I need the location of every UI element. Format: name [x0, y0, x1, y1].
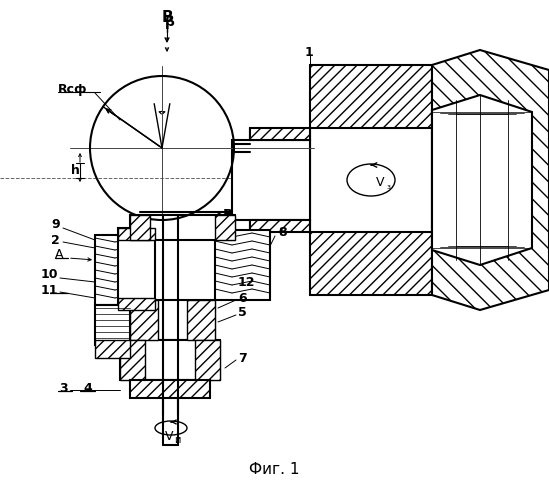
Polygon shape: [130, 215, 235, 240]
Polygon shape: [250, 128, 310, 140]
Text: V: V: [165, 430, 173, 444]
Bar: [187, 300, 215, 340]
Text: В: В: [161, 10, 173, 26]
Text: β: β: [165, 15, 175, 29]
Text: Фиг. 1: Фиг. 1: [249, 462, 299, 477]
Bar: [215, 215, 235, 240]
Bar: [130, 300, 158, 340]
Bar: [130, 215, 150, 240]
Text: 4: 4: [83, 382, 92, 394]
Text: 9: 9: [52, 218, 60, 232]
Text: и: и: [174, 435, 180, 445]
Text: 10: 10: [41, 268, 58, 281]
Bar: [195, 340, 220, 380]
Text: 12: 12: [238, 276, 255, 288]
Text: 1: 1: [305, 46, 313, 59]
Text: 5: 5: [238, 306, 247, 318]
Text: В: В: [223, 208, 233, 222]
Polygon shape: [215, 230, 270, 300]
Polygon shape: [232, 140, 310, 220]
Polygon shape: [130, 300, 215, 340]
Polygon shape: [432, 95, 532, 265]
Polygon shape: [95, 235, 150, 305]
Bar: [118, 298, 155, 310]
Polygon shape: [95, 305, 130, 345]
Polygon shape: [432, 50, 549, 310]
Bar: [120, 340, 145, 380]
Text: ₃: ₃: [386, 181, 390, 191]
Text: 11: 11: [41, 284, 58, 296]
Bar: [118, 228, 155, 240]
Text: 2: 2: [51, 234, 60, 246]
Bar: [95, 340, 130, 358]
Polygon shape: [250, 220, 310, 232]
Text: 3: 3: [59, 382, 68, 394]
Text: P: P: [178, 378, 187, 392]
Polygon shape: [120, 340, 220, 380]
Text: Rcф: Rcф: [58, 84, 87, 96]
Text: h: h: [71, 164, 80, 176]
Text: 7: 7: [238, 352, 247, 364]
Text: 6: 6: [238, 292, 247, 304]
Text: V: V: [376, 176, 384, 190]
Polygon shape: [310, 232, 432, 295]
Polygon shape: [310, 128, 432, 232]
Polygon shape: [310, 65, 432, 128]
Text: A: A: [54, 248, 63, 262]
Polygon shape: [118, 228, 155, 310]
Text: 8: 8: [278, 226, 287, 239]
Bar: [130, 380, 210, 398]
